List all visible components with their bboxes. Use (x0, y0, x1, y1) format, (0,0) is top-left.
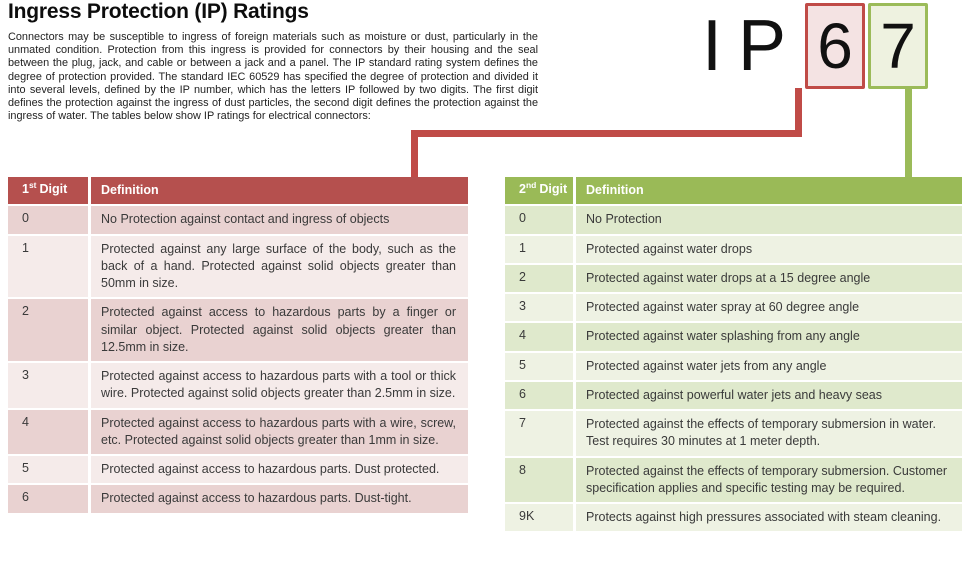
red-connector-horizontal (411, 130, 802, 137)
definition-cell: Protected against access to hazardous pa… (91, 299, 468, 361)
table-row: 4 Protected against water splashing from… (505, 323, 962, 351)
table-row: 7 Protected against the effects of tempo… (505, 411, 962, 456)
page-title: Ingress Protection (IP) Ratings (8, 0, 309, 23)
table-row: 3 Protected against water spray at 60 de… (505, 294, 962, 322)
digit-cell: 9K (505, 504, 573, 532)
table-row: 5 Protected against access to hazardous … (8, 456, 468, 484)
definition-cell: Protected against water jets from any an… (576, 352, 962, 380)
second-digit-value: 7 (880, 10, 916, 82)
definition-column-header: Definition (91, 177, 468, 205)
definition-cell: Protected against water drops at a 15 de… (576, 264, 962, 292)
table-row: 1 Protected against water drops (505, 235, 962, 263)
definition-cell: Protects against high pressures associat… (576, 504, 962, 532)
ip-letter-i: I (702, 6, 723, 86)
table-row: 2 Protected against access to hazardous … (8, 299, 468, 361)
definition-cell: Protected against any large surface of t… (91, 235, 468, 298)
red-connector-vertical-bottom (411, 130, 418, 178)
table-row: 1 Protected against any large surface of… (8, 235, 468, 298)
table-header-row: 1st Digit Definition (8, 177, 468, 205)
digit-cell: 0 (505, 206, 573, 234)
second-digit-box: 7 (868, 3, 929, 89)
table-row: 5 Protected against water jets from any … (505, 352, 962, 380)
digit-column-header: 1st Digit (8, 177, 88, 205)
digit-cell: 5 (505, 352, 573, 380)
definition-column-header: Definition (576, 177, 962, 205)
definition-cell: Protected against the effects of tempora… (576, 411, 962, 456)
intro-paragraph: Connectors may be susceptible to ingress… (8, 31, 538, 123)
definition-cell: Protected against water drops (576, 235, 962, 263)
table-row: 8 Protected against the effects of tempo… (505, 457, 962, 502)
definition-cell: Protected against access to hazardous pa… (91, 485, 468, 513)
digit-cell: 1 (8, 235, 88, 298)
digit-cell: 3 (505, 294, 573, 322)
digit-cell: 6 (8, 485, 88, 513)
definition-cell: Protected against the effects of tempora… (576, 457, 962, 502)
table-row: 3 Protected against access to hazardous … (8, 363, 468, 408)
digit-cell: 4 (505, 323, 573, 351)
digit-cell: 4 (8, 409, 88, 454)
table-row: 6 Protected against access to hazardous … (8, 485, 468, 513)
digit-cell: 2 (505, 264, 573, 292)
table-row: 0 No Protection against contact and ingr… (8, 206, 468, 234)
ip-rating-graphic: I P 6 7 (694, 3, 929, 89)
digit-cell: 8 (505, 457, 573, 502)
ip-letter-p: P (738, 6, 787, 86)
digit-cell: 5 (8, 456, 88, 484)
red-connector-vertical-top (795, 88, 802, 134)
digit-cell: 3 (8, 363, 88, 408)
definition-cell: Protected against powerful water jets an… (576, 381, 962, 409)
definition-cell: No Protection (576, 206, 962, 234)
digit-cell: 0 (8, 206, 88, 234)
definition-cell: Protected against water spray at 60 degr… (576, 294, 962, 322)
second-digit-table: 2nd Digit Definition 0 No Protection 1 Pr… (505, 177, 962, 533)
table-row: 6 Protected against powerful water jets … (505, 381, 962, 409)
table-row: 0 No Protection (505, 206, 962, 234)
digit-cell: 6 (505, 381, 573, 409)
digit-column-header: 2nd Digit (505, 177, 573, 205)
definition-cell: No Protection against contact and ingres… (91, 206, 468, 234)
table-row: 2 Protected against water drops at a 15 … (505, 264, 962, 292)
table-row: 4 Protected against access to hazardous … (8, 409, 468, 454)
digit-cell: 1 (505, 235, 573, 263)
digit-cell: 7 (505, 411, 573, 456)
definition-cell: Protected against access to hazardous pa… (91, 363, 468, 408)
table-row: 9K Protects against high pressures assoc… (505, 504, 962, 532)
green-connector-vertical (905, 88, 912, 178)
first-digit-table: 1st Digit Definition 0 No Protection agai… (8, 177, 468, 515)
definition-cell: Protected against access to hazardous pa… (91, 409, 468, 454)
first-digit-value: 6 (817, 10, 853, 82)
definition-cell: Protected against access to hazardous pa… (91, 456, 468, 484)
definition-cell: Protected against water splashing from a… (576, 323, 962, 351)
table-header-row: 2nd Digit Definition (505, 177, 962, 205)
digit-cell: 2 (8, 299, 88, 361)
first-digit-box: 6 (805, 3, 866, 89)
